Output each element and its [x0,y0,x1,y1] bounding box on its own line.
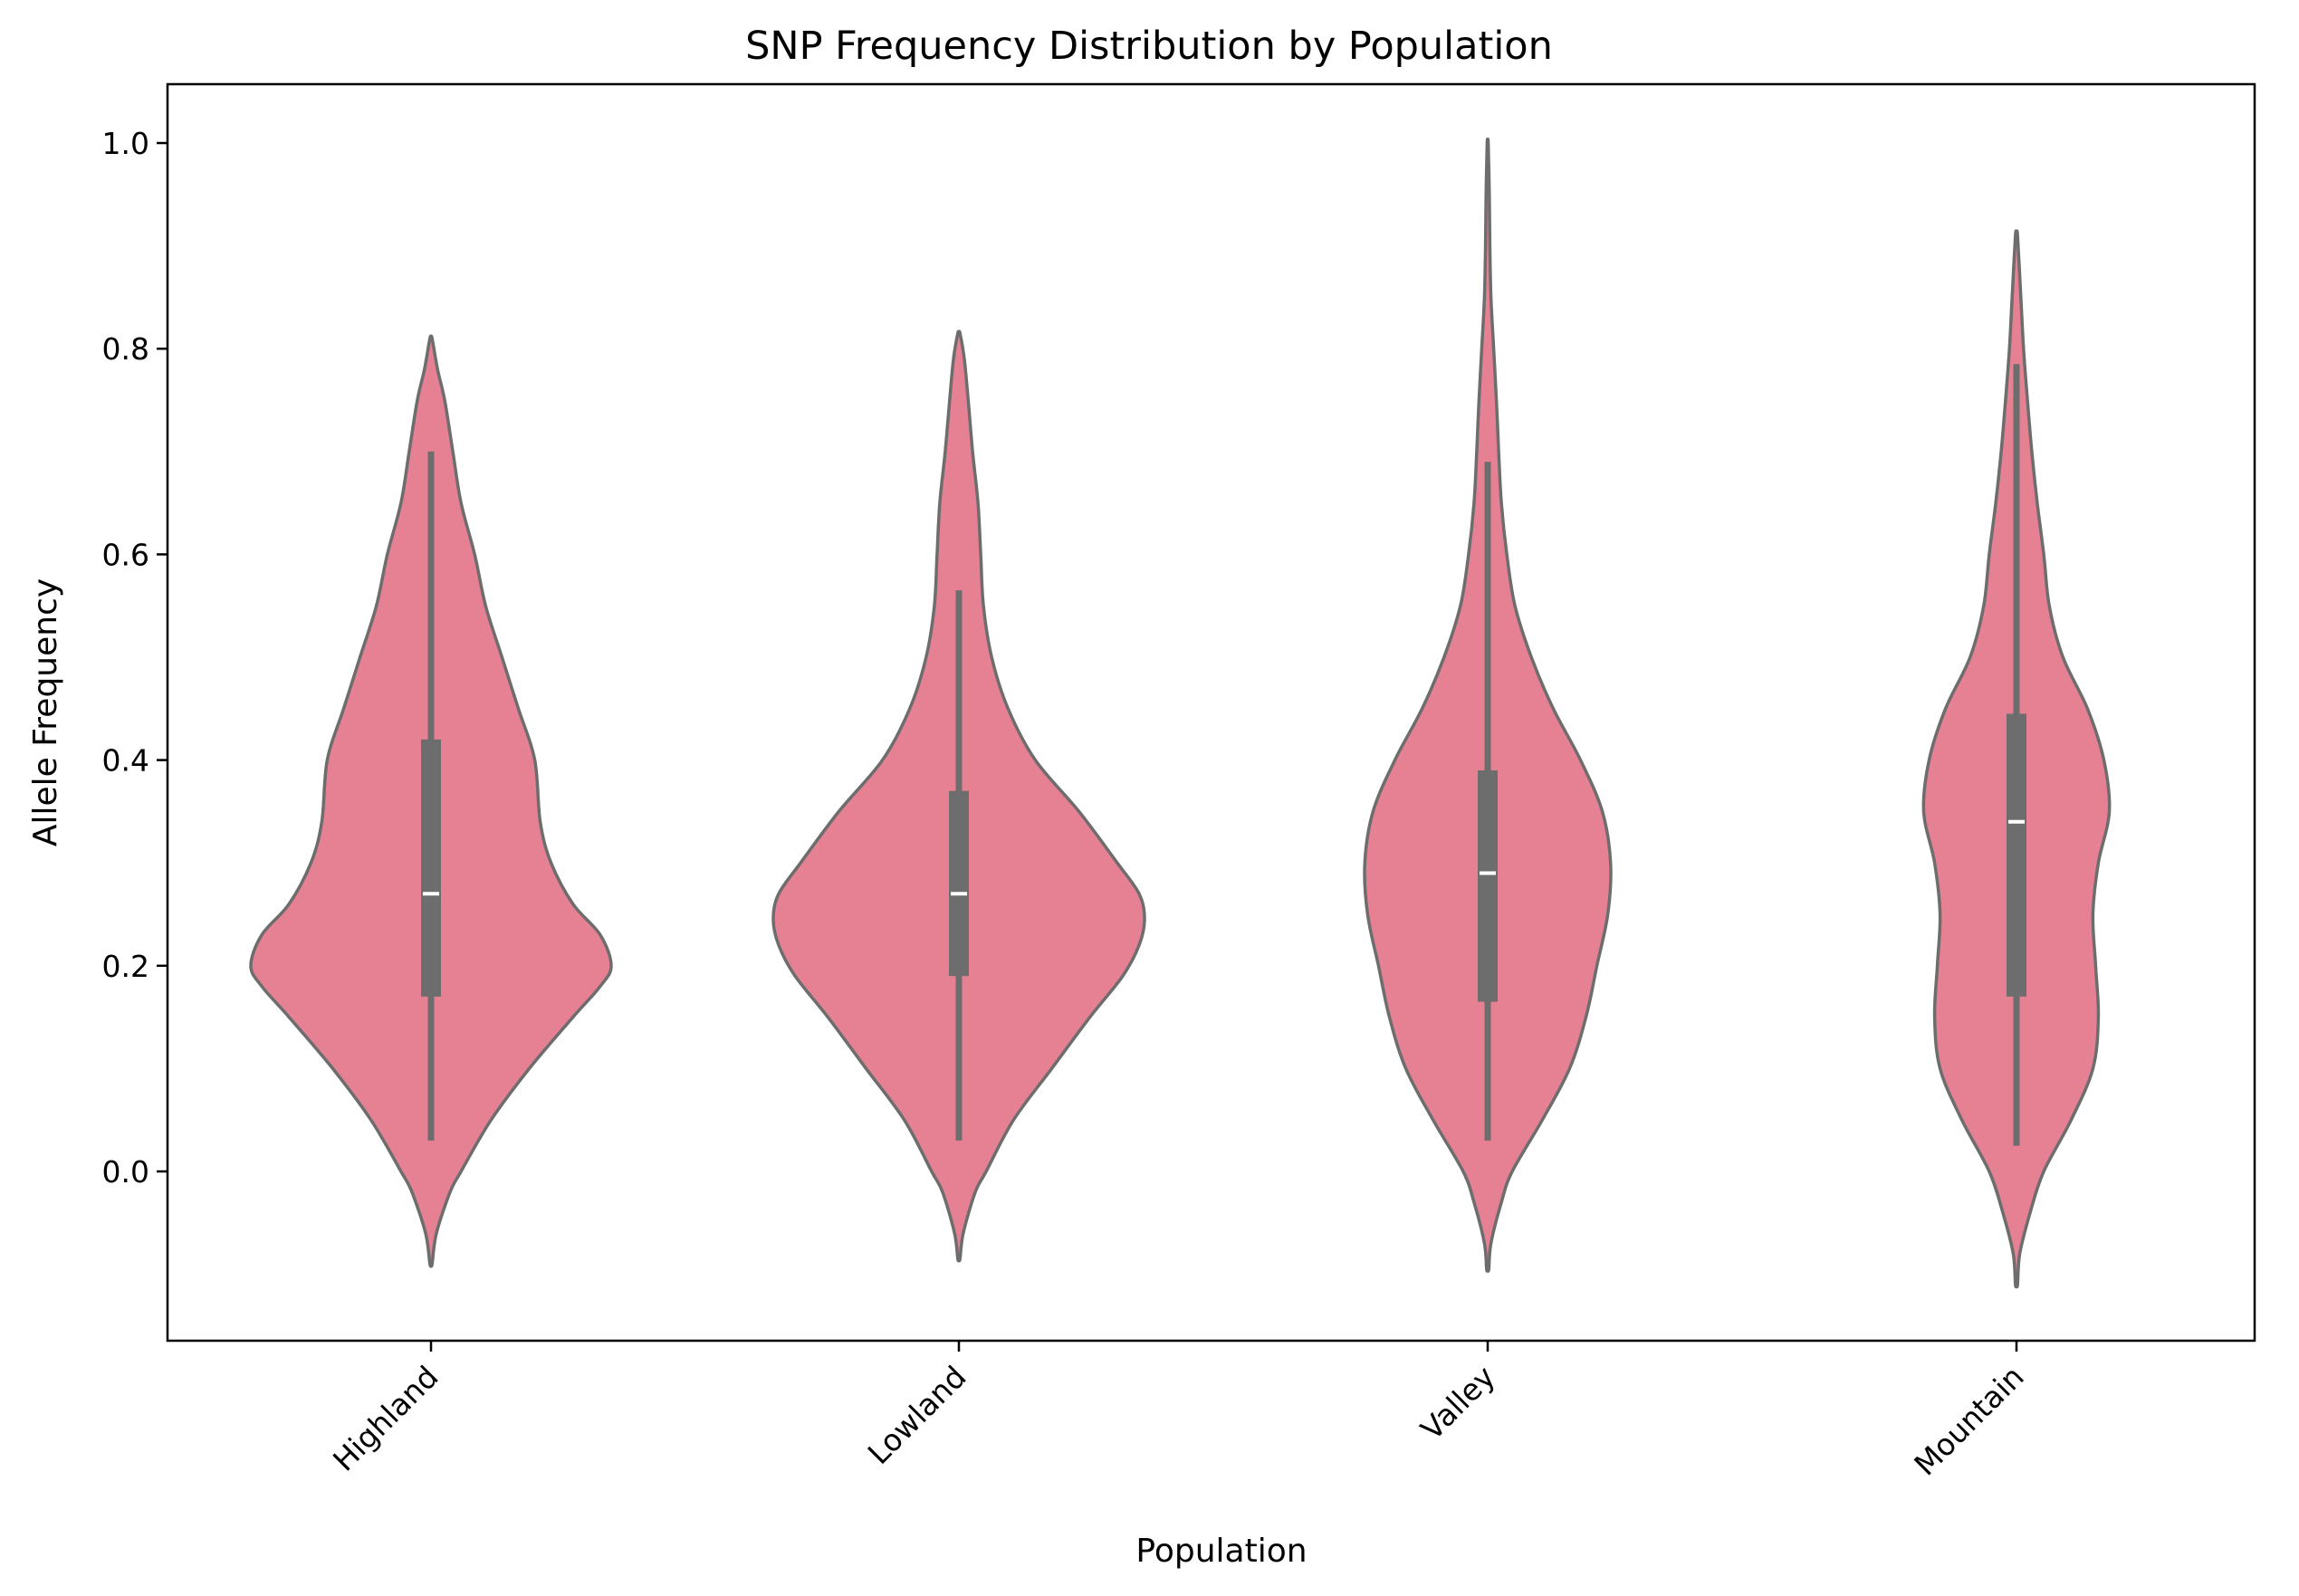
iqr-box-lowland [949,790,969,977]
violins-group [249,138,2112,1289]
y-tick-label: 0.6 [102,537,149,572]
y-tick-label: 0.8 [102,331,149,367]
y-tick-label: 0.0 [102,1154,149,1190]
iqr-box-highland [421,739,441,997]
iqr-box-mountain [2007,713,2026,997]
iqr-box-valley [1478,769,1498,1002]
chart-title: SNP Frequency Distribution by Population [745,24,1553,69]
y-tick-label: 0.2 [102,949,149,984]
plot-area-frame [166,82,2256,1343]
violin-valley [1363,138,1613,1273]
violin-mountain [1921,229,2112,1289]
violin-highland [249,334,613,1268]
x-axis-label: Population [1135,1533,1307,1570]
y-tick-label: 1.0 [102,126,149,161]
y-axis-ticks: 0.0 0.2 0.4 0.6 0.8 1.0 [102,126,168,1190]
y-axis-label: Allele Frequency [27,578,64,846]
violin-lowland [771,330,1146,1263]
y-tick-label: 0.4 [102,743,149,779]
